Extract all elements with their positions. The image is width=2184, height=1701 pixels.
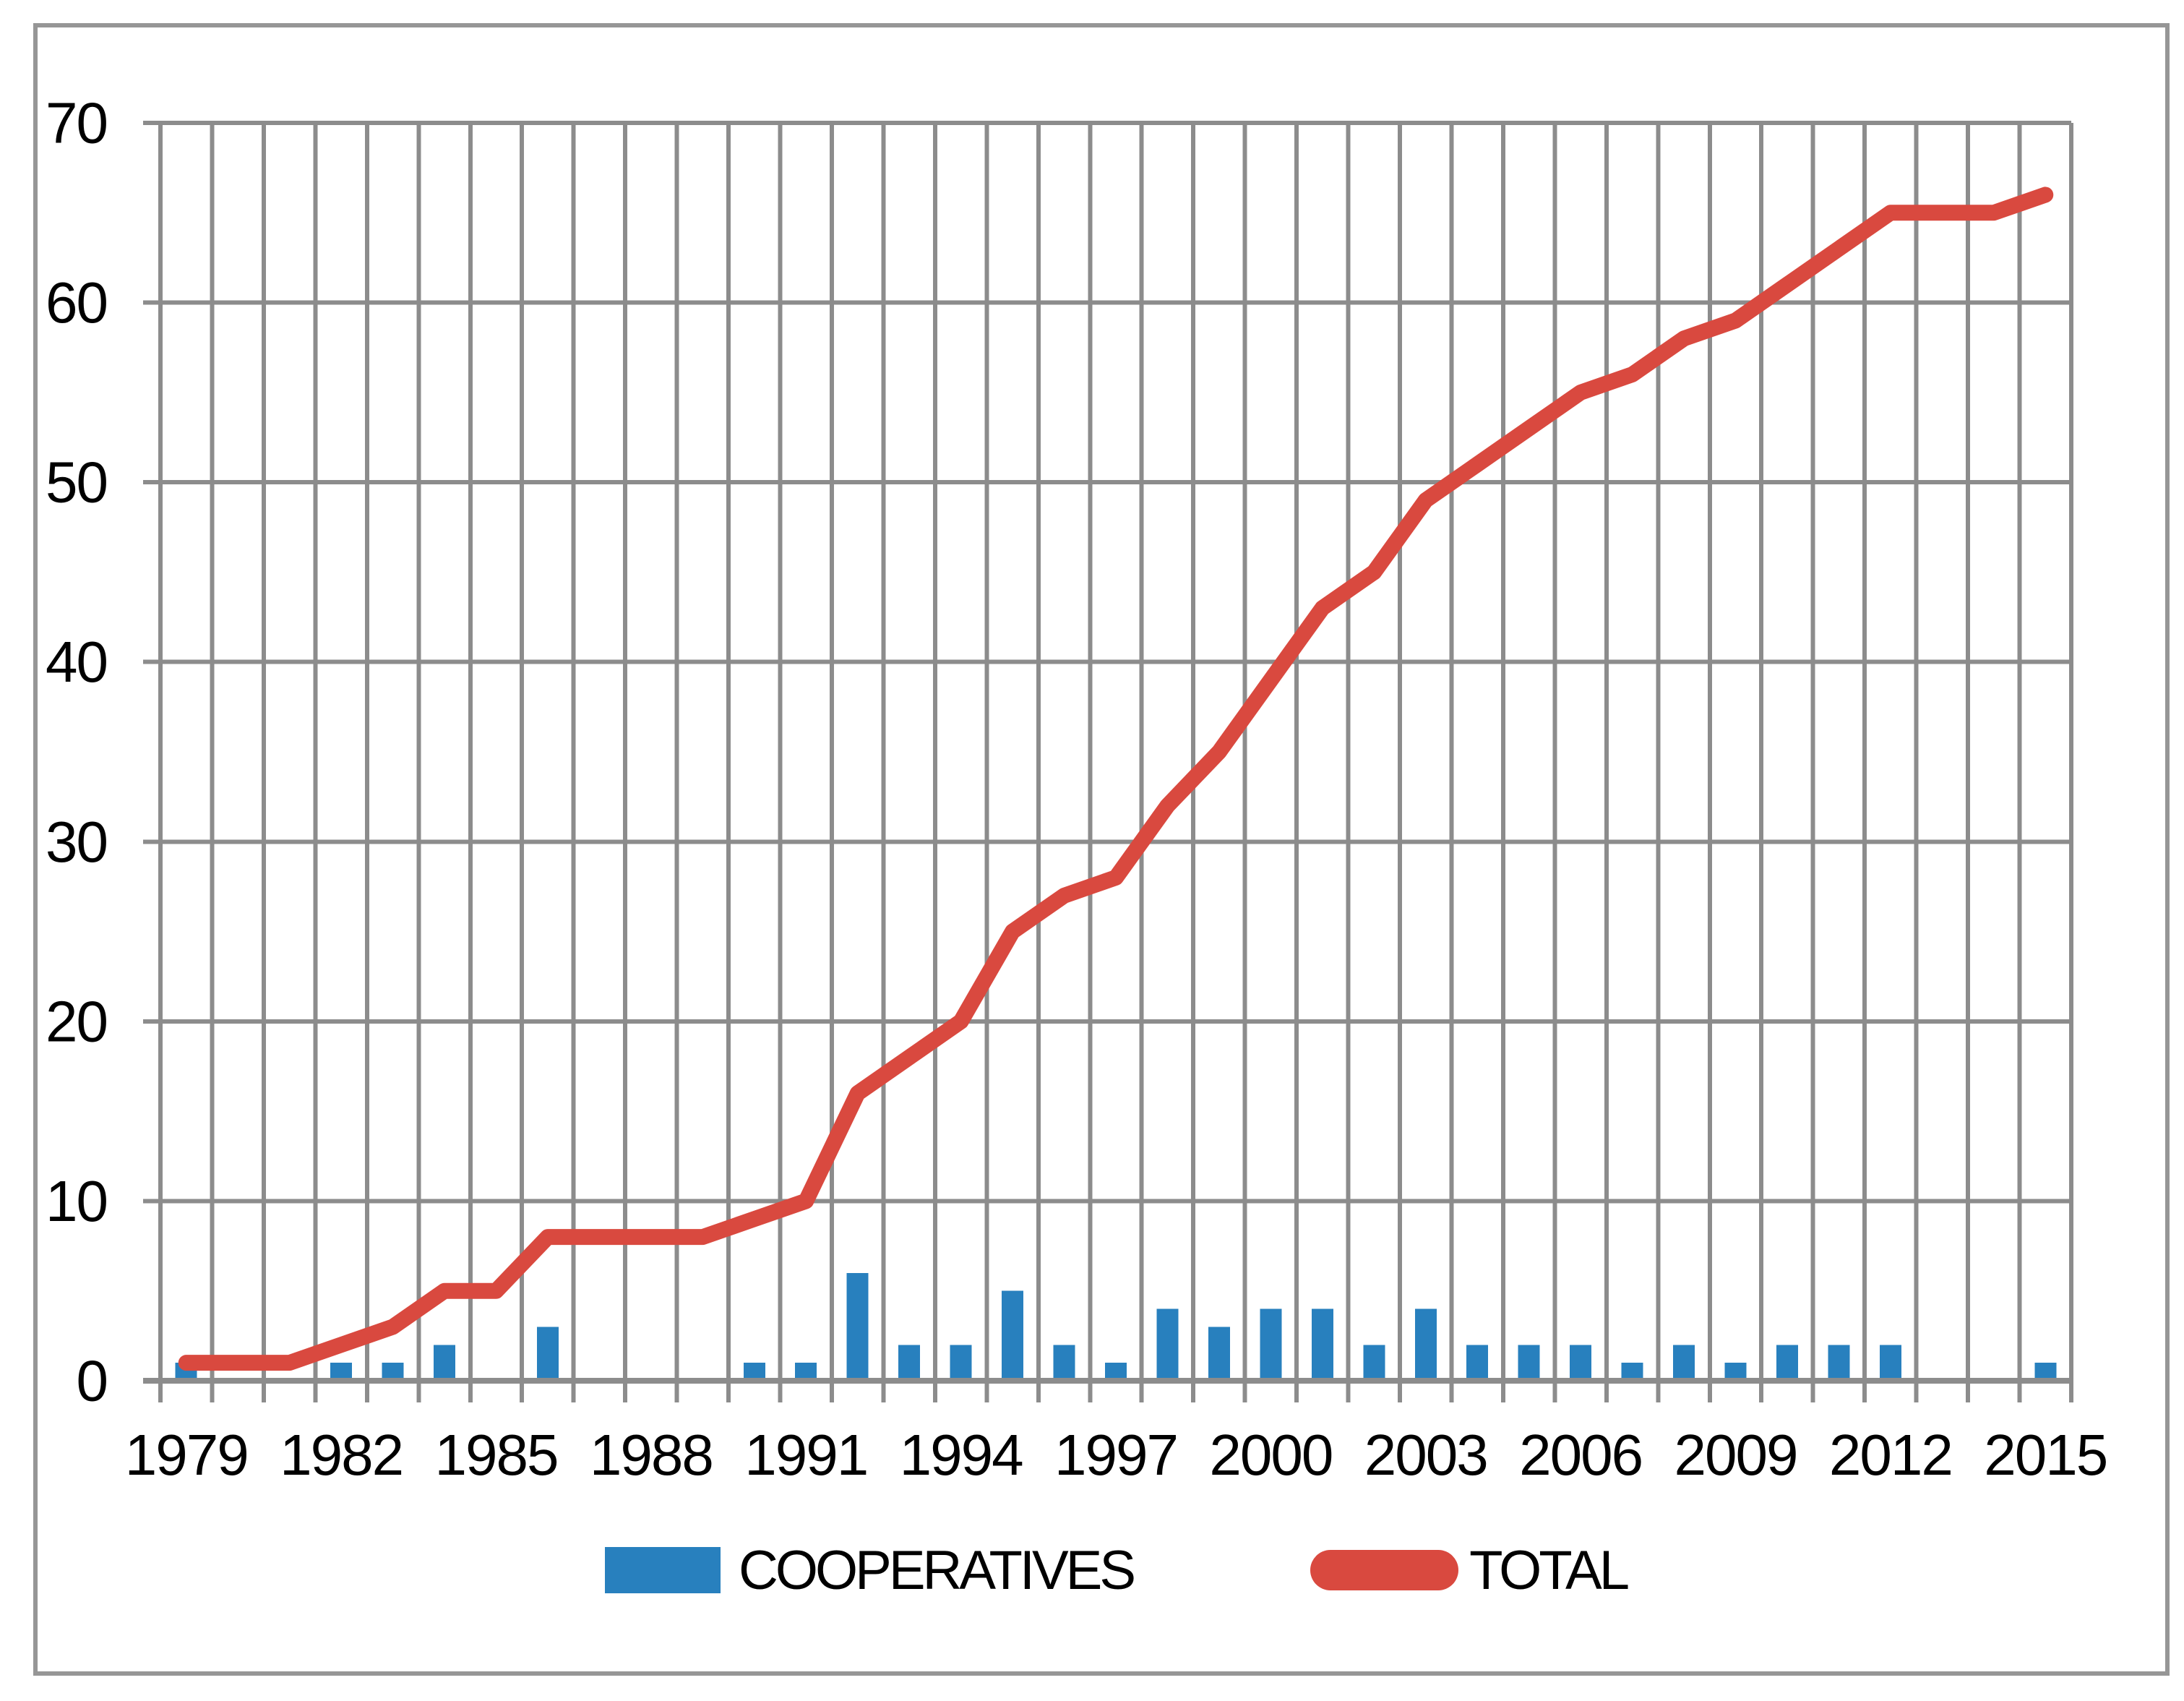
bar-1999 xyxy=(1208,1327,1230,1381)
bar-2012 xyxy=(1879,1345,1901,1381)
legend-item-cooperatives: COOPERATIVES xyxy=(605,1539,1136,1602)
x-axis-label-1988: 1988 xyxy=(590,1423,713,1487)
bar-1998 xyxy=(1156,1308,1179,1381)
x-axis-label-1982: 1982 xyxy=(280,1423,403,1487)
bar-1991 xyxy=(795,1363,817,1381)
y-axis-label-70: 70 xyxy=(46,91,107,155)
bar-2000 xyxy=(1260,1308,1282,1381)
x-axis-label-2006: 2006 xyxy=(1519,1423,1642,1487)
bar-1986 xyxy=(536,1327,559,1381)
bar-2011 xyxy=(1828,1345,1850,1381)
figure-border xyxy=(33,23,2170,1676)
bar-2004 xyxy=(1466,1345,1489,1381)
x-axis-label-1985: 1985 xyxy=(435,1423,558,1487)
bar-2001 xyxy=(1311,1308,1333,1381)
y-axis-label-60: 60 xyxy=(46,270,107,335)
y-axis-label-50: 50 xyxy=(46,450,107,515)
y-axis-label-20: 20 xyxy=(46,989,107,1053)
bar-1982 xyxy=(330,1363,353,1381)
x-axis-label-1994: 1994 xyxy=(900,1423,1023,1487)
legend-item-total: TOTAL xyxy=(1310,1539,1630,1602)
y-axis-label-10: 10 xyxy=(46,1169,107,1233)
x-axis-label-1997: 1997 xyxy=(1054,1423,1177,1487)
bar-2002 xyxy=(1363,1345,1385,1381)
bar-1995 xyxy=(1002,1290,1024,1381)
bar-1992 xyxy=(846,1272,869,1381)
bar-2015 xyxy=(2034,1363,2057,1381)
x-axis-label-2009: 2009 xyxy=(1674,1423,1797,1487)
bar-2009 xyxy=(1724,1363,1747,1381)
total-line xyxy=(178,187,2054,1371)
bar-2005 xyxy=(1518,1345,1540,1381)
y-axis-label-0: 0 xyxy=(77,1349,108,1413)
legend-label-total: TOTAL xyxy=(1469,1539,1630,1601)
bar-1996 xyxy=(1053,1345,1075,1381)
legend-swatch-cooperatives-icon xyxy=(605,1547,721,1593)
bar-2003 xyxy=(1414,1308,1437,1381)
bar-1994 xyxy=(950,1345,972,1381)
bar-2006 xyxy=(1570,1345,1592,1381)
x-axis-label-2012: 2012 xyxy=(1829,1423,1952,1487)
x-axis-label-2015: 2015 xyxy=(1984,1423,2107,1487)
chart-legend: COOPERATIVES TOTAL xyxy=(160,1527,2071,1614)
legend-label-cooperatives: COOPERATIVES xyxy=(739,1539,1136,1601)
bar-1997 xyxy=(1105,1363,1127,1381)
x-axis-label-2000: 2000 xyxy=(1209,1423,1332,1487)
bar-1990 xyxy=(743,1363,765,1381)
legend-line-total-icon xyxy=(1310,1550,1459,1590)
bar-1993 xyxy=(898,1345,921,1381)
bar-2008 xyxy=(1673,1345,1695,1381)
bar-1983 xyxy=(382,1363,404,1381)
y-axis-label-40: 40 xyxy=(46,630,107,694)
x-axis-label-2003: 2003 xyxy=(1364,1423,1487,1487)
bar-2007 xyxy=(1621,1363,1643,1381)
y-axis-label-30: 30 xyxy=(46,810,107,874)
x-axis-label-1991: 1991 xyxy=(744,1423,867,1487)
x-axis-label-1979: 1979 xyxy=(125,1423,248,1487)
bar-2010 xyxy=(1776,1345,1798,1381)
bar-1984 xyxy=(434,1345,456,1381)
